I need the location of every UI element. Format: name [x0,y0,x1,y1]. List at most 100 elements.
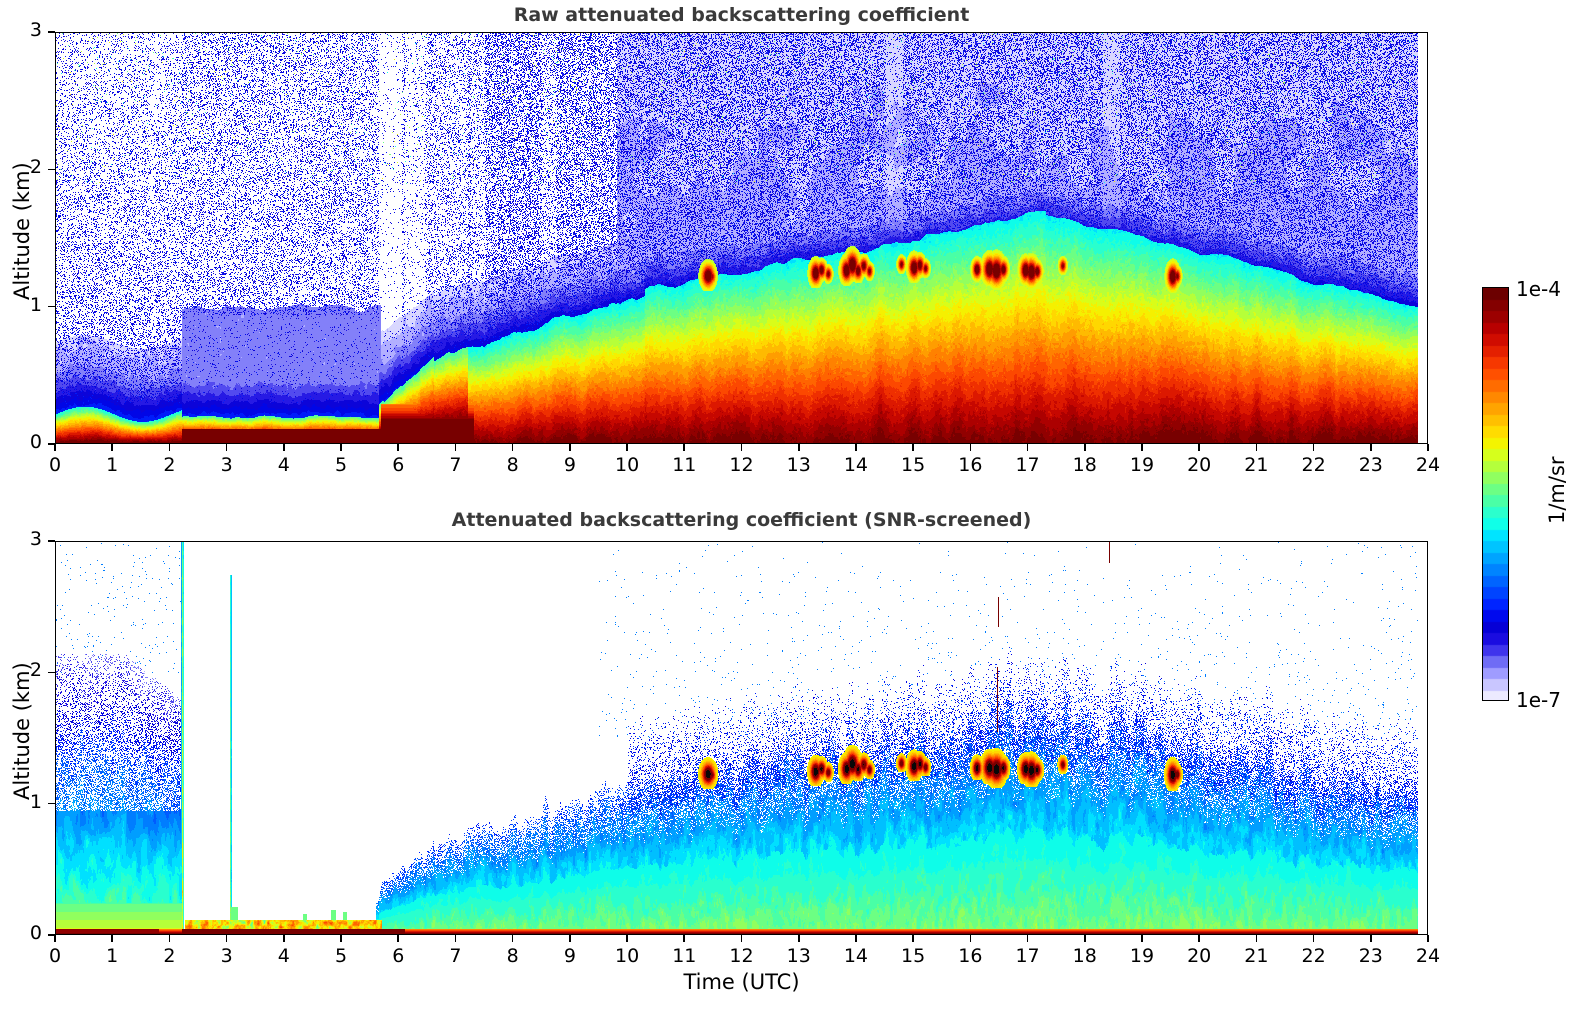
x-tick-raw-11 [683,444,686,451]
y-tick-screened-2 [48,671,55,674]
x-tick-raw-4 [283,444,285,451]
x-tick-label-raw-16: 16 [958,454,983,476]
x-tick-label-screened-1: 1 [106,945,119,967]
x-tick-screened-23 [1369,935,1372,942]
plot-axes-screened[interactable] [55,541,1428,935]
x-tick-label-raw-1: 1 [106,454,119,476]
x-tick-screened-4 [283,935,285,942]
x-tick-label-raw-6: 6 [392,454,405,476]
x-tick-label-screened-23: 23 [1358,945,1383,967]
y-axis-label-raw: Altitude (km) [10,162,34,300]
x-tick-label-screened-18: 18 [1072,945,1097,967]
x-tick-raw-14 [855,444,857,451]
colorbar-max-label: 1e-4 [1516,277,1561,301]
x-tick-raw-8 [511,444,514,451]
x-tick-label-screened-24: 24 [1415,945,1441,967]
x-tick-raw-16 [969,444,972,451]
x-tick-label-screened-5: 5 [334,945,348,967]
x-tick-label-raw-2: 2 [163,454,176,476]
x-tick-raw-12 [740,444,743,451]
x-tick-label-raw-5: 5 [334,454,348,476]
x-tick-label-screened-8: 8 [506,945,519,967]
plot-axes-raw[interactable] [55,32,1428,444]
x-tick-screened-3 [225,935,228,942]
x-tick-screened-9 [569,935,571,942]
x-tick-label-screened-22: 22 [1301,945,1326,967]
x-tick-screened-15 [912,935,914,942]
x-tick-raw-15 [912,444,914,451]
x-tick-label-screened-21: 21 [1244,945,1269,967]
x-tick-label-raw-17: 17 [1015,454,1040,476]
x-tick-screened-1 [111,935,113,942]
x-tick-screened-20 [1198,935,1200,942]
x-axis-label: Time (UTC) [683,970,800,994]
x-tick-raw-1 [111,444,113,451]
x-tick-label-raw-11: 11 [672,454,697,476]
y-tick-raw-0 [48,443,55,445]
x-tick-label-screened-14: 14 [843,945,868,967]
x-tick-label-raw-20: 20 [1187,454,1212,476]
x-tick-label-screened-16: 16 [958,945,983,967]
x-tick-screened-10 [626,935,628,942]
x-tick-label-raw-21: 21 [1244,454,1269,476]
x-tick-label-raw-10: 10 [614,454,640,476]
x-tick-raw-19 [1141,444,1143,451]
y-tick-raw-1 [48,305,55,308]
x-tick-raw-6 [397,444,400,451]
x-tick-label-screened-17: 17 [1015,945,1040,967]
x-tick-screened-21 [1255,935,1258,942]
x-tick-label-raw-24: 24 [1415,454,1441,476]
x-tick-raw-18 [1083,444,1086,451]
y-tick-label-raw-0: 0 [29,431,42,453]
x-tick-screened-0 [54,935,56,942]
x-tick-label-screened-3: 3 [220,945,233,967]
x-tick-raw-7 [454,444,457,451]
x-tick-raw-17 [1026,444,1029,451]
x-tick-screened-13 [797,935,800,942]
x-tick-raw-5 [340,444,342,451]
y-tick-screened-3 [48,540,55,542]
x-tick-screened-7 [454,935,457,942]
x-tick-label-raw-18: 18 [1072,454,1097,476]
x-tick-raw-3 [225,444,228,451]
x-tick-screened-17 [1026,935,1029,942]
x-tick-raw-23 [1369,444,1372,451]
x-tick-screened-18 [1083,935,1086,942]
y-axis-label-screened: Altitude (km) [10,662,34,800]
x-tick-label-screened-19: 19 [1129,945,1155,967]
x-tick-label-raw-15: 15 [901,454,926,476]
y-tick-label-raw-3: 3 [29,19,42,41]
x-tick-screened-24 [1427,935,1429,942]
x-tick-label-screened-12: 12 [729,945,754,967]
x-tick-raw-13 [797,444,800,451]
x-tick-label-screened-4: 4 [277,945,290,967]
y-tick-label-screened-3: 3 [29,528,42,550]
x-tick-label-raw-7: 7 [449,454,462,476]
x-tick-screened-19 [1141,935,1143,942]
x-tick-screened-8 [511,935,514,942]
y-tick-label-screened-0: 0 [29,922,42,944]
colorbar-min-label: 1e-7 [1516,688,1561,712]
x-tick-raw-9 [569,444,571,451]
x-tick-label-raw-22: 22 [1301,454,1326,476]
x-tick-label-screened-0: 0 [48,945,62,967]
y-tick-raw-2 [48,168,55,171]
x-tick-screened-16 [969,935,972,942]
x-tick-label-raw-9: 9 [563,454,576,476]
x-tick-label-raw-8: 8 [506,454,519,476]
panel-title-raw: Raw attenuated backscattering coefficien… [513,4,970,26]
colorbar[interactable] [1482,287,1509,701]
y-tick-label-screened-1: 1 [29,790,42,813]
x-tick-label-screened-13: 13 [786,945,811,967]
colorbar-unit-label: 1/m/sr [1545,456,1569,524]
y-tick-screened-1 [48,802,55,805]
y-tick-label-raw-2: 2 [29,156,42,179]
x-tick-label-screened-15: 15 [901,945,926,967]
y-tick-screened-0 [48,934,55,936]
x-tick-raw-24 [1427,444,1429,451]
x-tick-label-screened-11: 11 [672,945,697,967]
x-tick-label-raw-0: 0 [48,454,62,476]
x-tick-raw-21 [1255,444,1258,451]
panel-title-screened: Attenuated backscattering coefficient (S… [451,509,1032,531]
